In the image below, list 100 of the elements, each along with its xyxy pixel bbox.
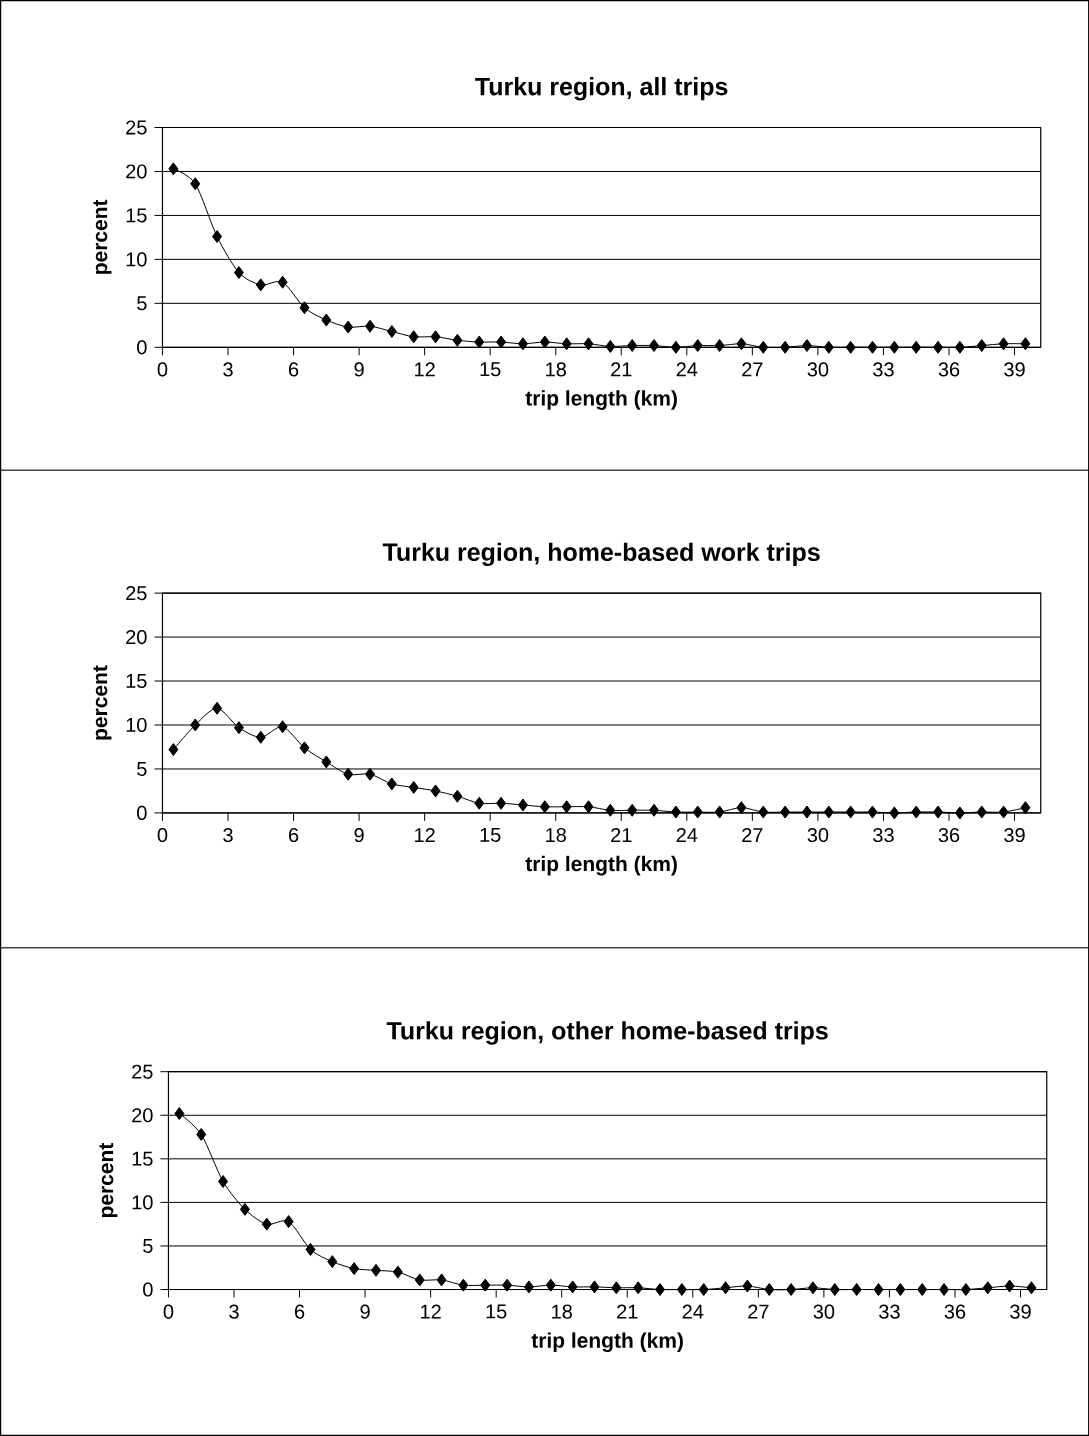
- point: [648, 339, 659, 353]
- point: [917, 1283, 928, 1297]
- point: [523, 1280, 534, 1294]
- point: [501, 1278, 512, 1292]
- point: [539, 800, 550, 814]
- point: [801, 339, 812, 353]
- x-tick-label: 36: [938, 362, 960, 377]
- x-tick-label: 27: [742, 827, 763, 842]
- point: [239, 1202, 250, 1216]
- y-tick-label: 15: [126, 208, 147, 223]
- point: [867, 340, 878, 354]
- chart-title: Turku region, all trips: [474, 77, 728, 101]
- point: [561, 337, 572, 351]
- point: [698, 1283, 709, 1297]
- point: [561, 800, 572, 814]
- point: [785, 1283, 796, 1297]
- point: [954, 806, 965, 820]
- point: [851, 1283, 862, 1297]
- y-tick-label: 20: [126, 630, 147, 645]
- x-tick-label: 18: [546, 827, 566, 843]
- y-tick-label: 10: [126, 252, 147, 267]
- point: [742, 1279, 753, 1293]
- y-tick-label: 10: [132, 1195, 153, 1210]
- x-tick-label: 21: [617, 1304, 638, 1319]
- x-tick-label: 33: [872, 362, 894, 377]
- point: [190, 718, 201, 732]
- x-tick-label: 24: [676, 362, 698, 377]
- point: [720, 1281, 731, 1295]
- x-tick-label: 24: [682, 1304, 704, 1319]
- x-tick-label: 6: [288, 827, 299, 843]
- point: [627, 803, 638, 817]
- point: [168, 743, 179, 757]
- x-tick-label: 33: [872, 827, 894, 843]
- point: [764, 1283, 775, 1297]
- x-tick-label: 18: [552, 1304, 572, 1319]
- x-tick-label: 9: [354, 827, 364, 843]
- y-tick-label: 15: [126, 674, 147, 688]
- point: [277, 720, 288, 734]
- y-tick-label: 10: [126, 717, 147, 733]
- y-tick-label: 5: [142, 1238, 153, 1253]
- point: [611, 1281, 622, 1295]
- x-tick-label: 30: [807, 362, 829, 377]
- point: [452, 789, 463, 803]
- chart-title: Turku region, other home-based trips: [386, 1021, 828, 1045]
- point: [436, 1273, 447, 1287]
- x-axis-title: trip length (km): [531, 1332, 683, 1353]
- point: [408, 330, 419, 344]
- y-tick-label: 0: [136, 805, 147, 820]
- point: [545, 1278, 556, 1292]
- point: [583, 800, 594, 814]
- point: [190, 177, 201, 191]
- y-tick-label: 0: [142, 1282, 153, 1297]
- x-tick-label: 39: [1010, 1304, 1031, 1319]
- y-tick-label: 5: [136, 761, 147, 776]
- x-tick-label: 0: [157, 362, 168, 377]
- x-tick-label: 30: [807, 827, 829, 843]
- point: [211, 701, 222, 715]
- point: [430, 330, 441, 344]
- y-tick-label: 25: [126, 586, 147, 601]
- x-tick-label: 9: [360, 1304, 370, 1319]
- chart-title: Turku region, home-based work trips: [382, 542, 820, 567]
- point: [823, 340, 834, 354]
- x-tick-label: 3: [223, 362, 233, 377]
- point: [305, 1242, 316, 1256]
- point: [845, 340, 856, 354]
- point: [343, 320, 354, 334]
- point: [1020, 801, 1031, 815]
- x-tick-label: 15: [486, 1304, 507, 1319]
- x-tick-label: 6: [294, 1304, 305, 1319]
- x-tick-label: 3: [229, 1304, 239, 1319]
- point: [780, 805, 790, 819]
- point: [343, 767, 354, 781]
- y-axis-title: percent: [93, 199, 112, 274]
- point: [998, 805, 1009, 819]
- point: [495, 796, 506, 810]
- point: [233, 266, 244, 280]
- point: [676, 1283, 687, 1297]
- x-tick-label: 12: [414, 362, 435, 377]
- point: [605, 339, 616, 353]
- x-tick-label: 39: [1004, 362, 1025, 377]
- point: [807, 1281, 818, 1295]
- x-tick-label: 12: [420, 1304, 441, 1319]
- point: [692, 339, 703, 353]
- point: [627, 339, 638, 353]
- point: [889, 806, 900, 820]
- point: [168, 162, 179, 176]
- point: [823, 805, 834, 819]
- point: [370, 1263, 381, 1277]
- x-tick-label: 21: [611, 827, 632, 842]
- y-tick-label: 20: [126, 164, 147, 179]
- point: [217, 1174, 228, 1188]
- point: [452, 333, 463, 347]
- point: [954, 340, 965, 354]
- point: [211, 230, 222, 244]
- point: [633, 1281, 644, 1295]
- x-tick-label: 27: [742, 362, 763, 377]
- point: [780, 340, 790, 354]
- point: [1004, 1279, 1015, 1293]
- point: [873, 1283, 884, 1297]
- y-axis-title: percent: [99, 1142, 118, 1218]
